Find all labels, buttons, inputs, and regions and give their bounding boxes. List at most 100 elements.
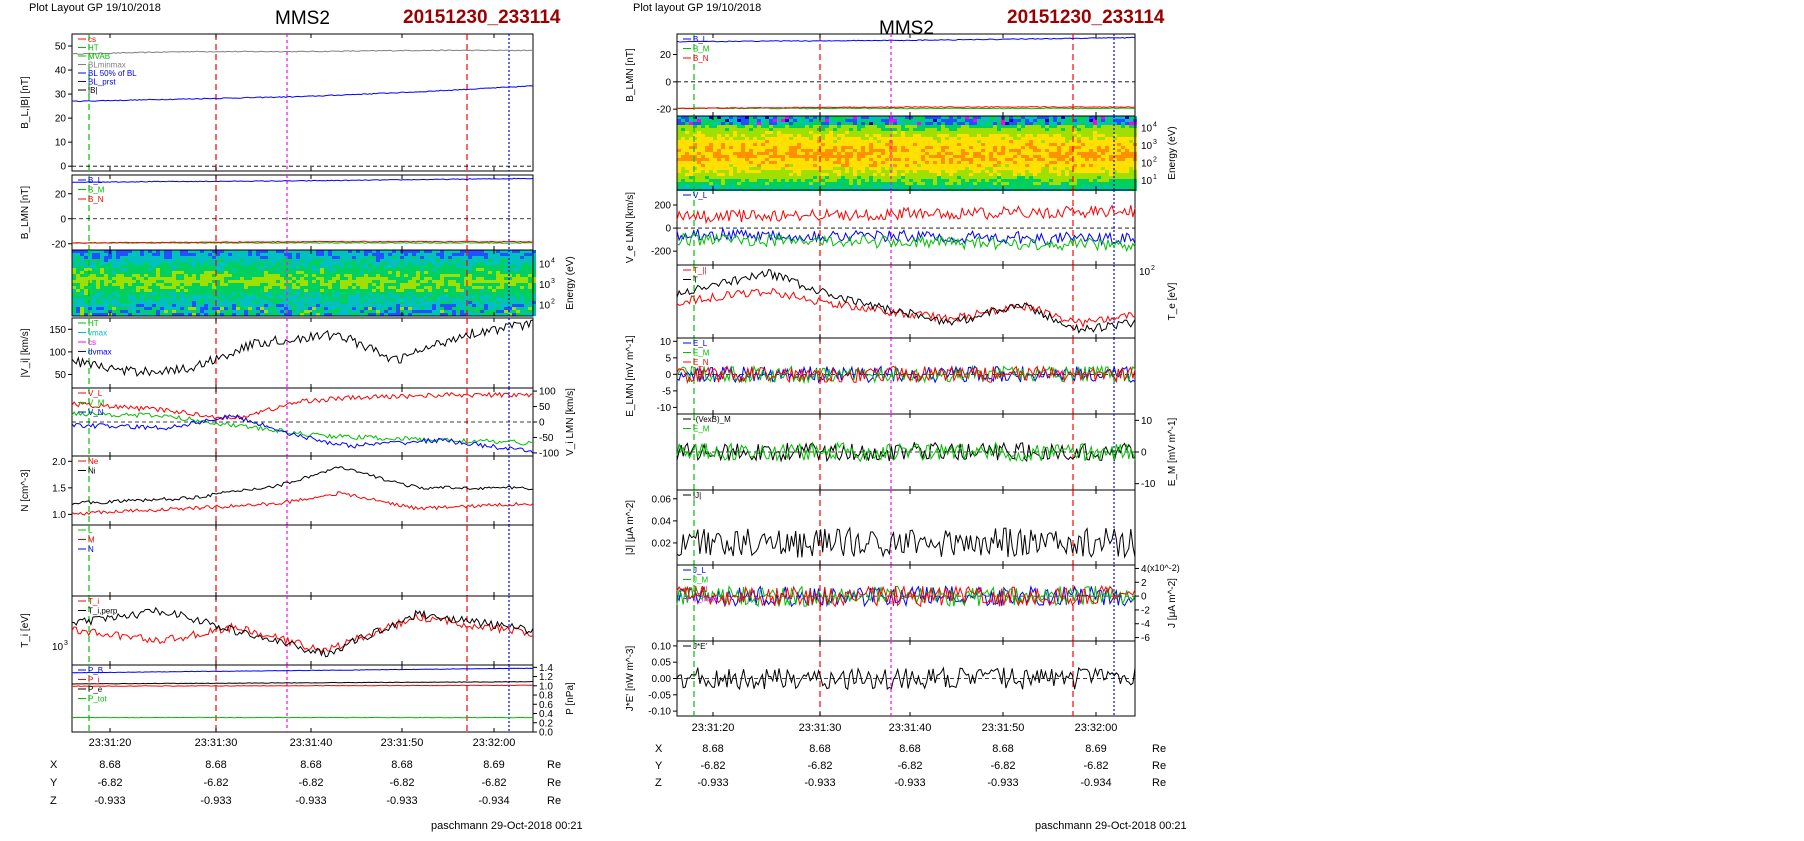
spectrogram-cell (208, 292, 212, 295)
spectrogram-cell (428, 292, 432, 295)
spectrogram-cell (1125, 143, 1129, 146)
spectrogram-cell (853, 134, 857, 137)
spectrogram-cell (420, 280, 424, 283)
spectrogram-cell (356, 259, 360, 262)
spectrogram-cell (917, 116, 921, 119)
spectrogram-cell (492, 295, 496, 298)
spectrogram-cell (220, 277, 224, 280)
spectrogram-cell (308, 274, 312, 277)
spectrogram-cell (92, 256, 96, 259)
spectrogram-cell (705, 128, 709, 131)
spectrogram-cell (861, 152, 865, 155)
tick-label: 20 (55, 114, 67, 125)
spectrogram-cell (208, 265, 212, 268)
spectrogram-cell (468, 301, 472, 304)
spectrogram-cell (100, 274, 104, 277)
spectrogram-cell (885, 140, 889, 143)
spectrogram-cell (789, 122, 793, 125)
spectrogram-cell (220, 298, 224, 301)
spectrogram-cell (697, 155, 701, 158)
spectrogram-cell (825, 152, 829, 155)
spectrogram-cell (496, 274, 500, 277)
spectrogram-cell (993, 119, 997, 122)
spectrogram-cell (917, 143, 921, 146)
spectrogram-cell (725, 125, 729, 128)
spectrogram-cell (1009, 167, 1013, 170)
spectrogram-cell (921, 161, 925, 164)
spectrogram-cell (280, 268, 284, 271)
spectrogram-cell (524, 250, 528, 253)
spectrogram-cell (268, 250, 272, 253)
spectrogram-cell (685, 152, 689, 155)
spectrogram-cell (857, 125, 861, 128)
spectrogram-cell (460, 259, 464, 262)
spectrogram-cell (841, 128, 845, 131)
spectrogram-cell (1081, 137, 1085, 140)
spectrogram-cell (853, 131, 857, 134)
spectrogram-cell (733, 164, 737, 167)
spectrogram-cell (208, 295, 212, 298)
spectrogram-cell (1129, 152, 1133, 155)
spectrogram-cell (709, 161, 713, 164)
spectrogram-cell (520, 298, 524, 301)
spectrogram-cell (1105, 146, 1109, 149)
spectrogram-cell (376, 265, 380, 268)
spectrogram-cell (388, 256, 392, 259)
spectrogram-cell (440, 268, 444, 271)
spectrogram-cell (92, 295, 96, 298)
spectrogram-cell (200, 292, 204, 295)
spectrogram-cell (348, 304, 352, 307)
spectrogram-cell (857, 164, 861, 167)
spectrogram-cell (344, 292, 348, 295)
spectrogram-cell (148, 298, 152, 301)
spectrogram-cell (761, 137, 765, 140)
spectrogram-cell (689, 134, 693, 137)
spectrogram-cell (336, 268, 340, 271)
y-axis-label: T_i [eV] (20, 613, 31, 648)
spectrogram-cell (504, 274, 508, 277)
spectrogram-cell (733, 122, 737, 125)
spectrogram-cell (448, 295, 452, 298)
spectrogram-cell (725, 146, 729, 149)
spectrogram-cell (224, 310, 228, 313)
spectrogram-cell (1081, 164, 1085, 167)
spectrogram-cell (981, 131, 985, 134)
spectrogram-cell (88, 256, 92, 259)
spectrogram-cell (1025, 149, 1029, 152)
spectrogram-cell (857, 161, 861, 164)
spectrogram-cell (877, 164, 881, 167)
spectrogram-cell (897, 128, 901, 131)
spectrogram-cell (396, 274, 400, 277)
ephemeris-value: 8.68 (99, 759, 120, 771)
spectrogram-cell (208, 280, 212, 283)
legend-label: BLminmax (88, 61, 126, 70)
spectrogram-cell (1081, 119, 1085, 122)
spectrogram-cell (284, 283, 288, 286)
spectrogram-cell (96, 277, 100, 280)
spectrogram-cell (420, 295, 424, 298)
spectrogram-cell (709, 146, 713, 149)
spectrogram-cell (841, 131, 845, 134)
spectrogram-cell (200, 274, 204, 277)
spectrogram-cell (192, 295, 196, 298)
spectrogram-cell (865, 140, 869, 143)
spectrogram-cell (256, 289, 260, 292)
spectrogram-cell (156, 277, 160, 280)
spectrogram-cell (1065, 149, 1069, 152)
spectrogram-cell (244, 295, 248, 298)
spectrogram-cell (1113, 140, 1117, 143)
spectrogram-cell (917, 134, 921, 137)
spectrogram-cell (689, 155, 693, 158)
spectrogram-cell (825, 128, 829, 131)
spectrogram-cell (997, 125, 1001, 128)
spectrogram-cell (100, 298, 104, 301)
spectrogram-cell (1037, 131, 1041, 134)
spectrogram-cell (937, 146, 941, 149)
spectrogram-cell (424, 262, 428, 265)
spectrogram-cell (953, 149, 957, 152)
spectrogram-cell (364, 304, 368, 307)
spectrogram-cell (765, 146, 769, 149)
tick-label: -20 (52, 239, 67, 250)
spectrogram-cell (356, 274, 360, 277)
spectrogram-cell (284, 295, 288, 298)
